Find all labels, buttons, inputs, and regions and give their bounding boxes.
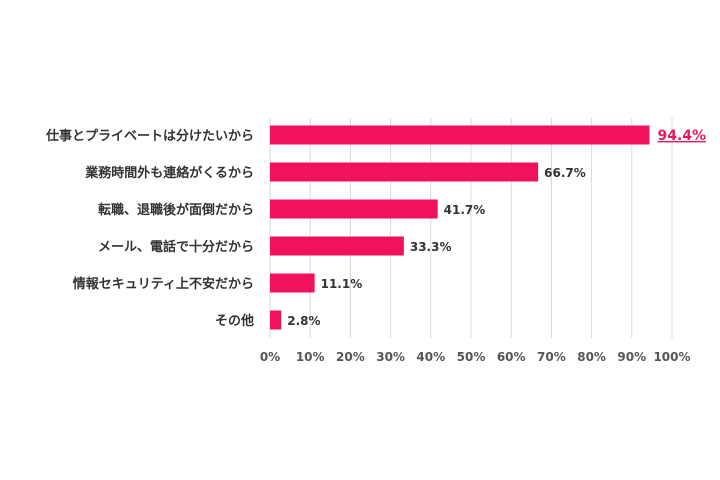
bar [270,236,404,256]
bar [270,273,315,293]
x-tick-label: 60% [497,350,526,364]
category-label: 転職、退職後が面倒だから [98,202,254,218]
bar [270,162,539,182]
data-label: 66.7% [544,166,586,180]
category-label: メール、電話で十分だから [98,239,254,255]
labels: 仕事とプライベートは分けたいから 94.4% 業務時間外も連絡がくるから 66.7% 転… [45,128,706,329]
x-tick-label: 20% [336,350,365,364]
x-tick-label: 80% [577,350,606,364]
x-tick-label: 50% [457,350,486,364]
bar [270,310,282,330]
x-tick-label: 100% [653,350,690,364]
data-label: 33.3% [410,240,452,254]
x-tick-label: 30% [376,350,405,364]
category-label: 情報セキュリティ上不安だから [73,276,254,292]
data-label: 2.8% [287,314,320,328]
x-tick-label: 0% [260,350,280,364]
category-label: 業務時間外も連絡がくるから [84,165,254,181]
x-tick-label: 10% [296,350,325,364]
x-tick-label: 40% [416,350,445,364]
category-label: 仕事とプライベートは分けたいから [45,128,254,144]
data-label: 11.1% [321,277,363,291]
x-tick-label: 90% [617,350,646,364]
bar [270,125,650,145]
bar [270,199,438,219]
category-label: その他 [215,313,254,329]
data-label: 41.7% [444,203,486,217]
bars [270,125,650,330]
x-tick-label: 70% [537,350,566,364]
x-axis-ticks: 0% 10% 20% 30% 40% 50% 60% 70% 80% 90% 100% [260,350,691,364]
data-label: 94.4% [657,128,706,144]
gridlines [269,118,673,338]
